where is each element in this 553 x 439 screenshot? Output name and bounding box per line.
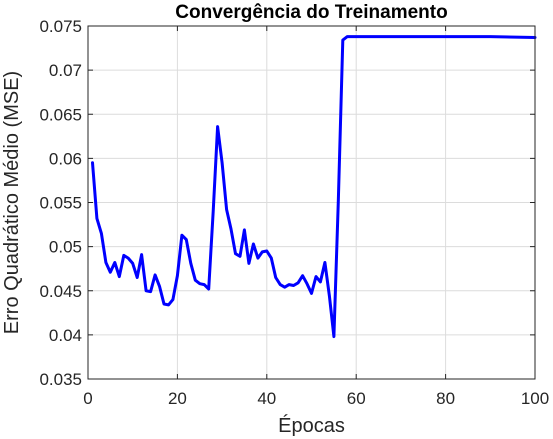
y-axis-title: Erro Quadrático Médio (MSE) <box>1 71 23 334</box>
x-tick-label: 100 <box>521 389 549 408</box>
x-tick-label: 0 <box>83 389 92 408</box>
y-tick-label: 0.045 <box>39 282 82 301</box>
y-tick-label: 0.065 <box>39 105 82 124</box>
chart-title: Convergência do Treinamento <box>175 2 447 23</box>
series-layer <box>91 35 537 339</box>
tick-labels: 0 20 40 60 80 100 0.035 0.04 0.045 0.05 0.055 0.06 0… <box>39 17 549 408</box>
y-tick-label: 0.07 <box>49 61 82 80</box>
y-tick-label: 0.075 <box>39 17 82 36</box>
y-tick-label: 0.04 <box>49 326 82 345</box>
y-tick-label: 0.055 <box>39 194 82 213</box>
x-tick-label: 80 <box>436 389 455 408</box>
x-tick-label: 20 <box>168 389 187 408</box>
x-tick-label: 60 <box>347 389 366 408</box>
y-tick-label: 0.035 <box>39 370 82 389</box>
y-tick-label: 0.06 <box>49 149 82 168</box>
x-axis-title: Épocas <box>278 414 345 437</box>
ticks <box>87 25 536 380</box>
x-tick-label: 40 <box>257 389 276 408</box>
y-tick-label: 0.05 <box>49 238 82 257</box>
series-line <box>91 35 537 339</box>
